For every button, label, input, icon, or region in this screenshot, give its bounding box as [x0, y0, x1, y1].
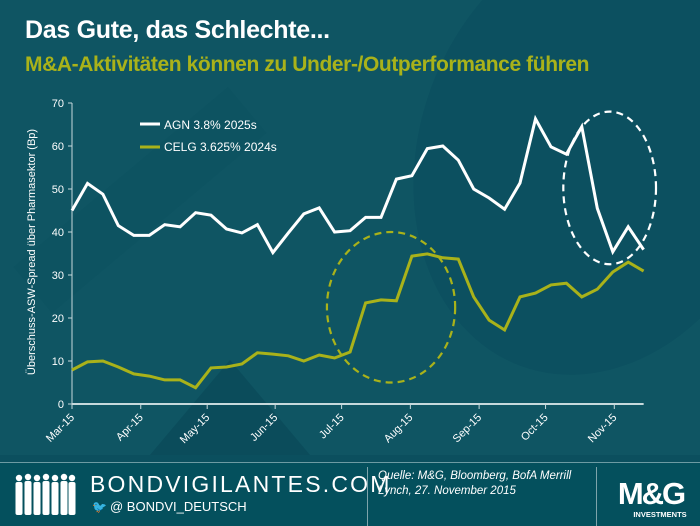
x-tick-label: Mar-15 — [44, 412, 77, 445]
y-tick-label: 50 — [52, 184, 64, 196]
people-silhouette-logo — [13, 472, 78, 517]
y-tick-label: 10 — [52, 356, 64, 368]
twitter-handle: 🐦@ BONDVI_DEUTSCH — [92, 499, 247, 514]
y-tick-label: 40 — [52, 227, 64, 239]
legend-label-celg: CELG 3.625% 2024s — [164, 140, 277, 154]
y-tick-label: 30 — [52, 270, 64, 282]
x-tick-label: Jul-15 — [317, 412, 347, 442]
axes: 0 10 20 30 40 50 60 70 Mar-15 Apr-15 May-15 Jun-15 J… — [44, 98, 644, 446]
y-tick-label: 60 — [52, 141, 64, 153]
x-tick-label: Oct-15 — [519, 412, 551, 444]
handle-text: BONDVI_DEUTSCH — [127, 499, 247, 514]
x-tick-label: Sep-15 — [451, 412, 485, 446]
twitter-bird-icon: 🐦 — [92, 500, 107, 514]
footer: BONDVIGILANTES.COM 🐦@ BONDVI_DEUTSCH Que… — [0, 462, 700, 526]
line-chart: 0 10 20 30 40 50 60 70 Mar-15 Apr-15 May-15 Jun-15 J… — [0, 0, 700, 460]
x-tick-label: Apr-15 — [114, 412, 146, 444]
series-line-celg — [72, 254, 644, 388]
annotations — [327, 112, 656, 383]
footer-divider — [596, 467, 597, 526]
legend-label-agn: AGN 3.8% 2025s — [164, 118, 257, 132]
series-line-agn — [72, 119, 644, 253]
x-tick-label: May-15 — [178, 412, 212, 446]
source-note: Quelle: M&G, Bloomberg, BofA Merrill Lyn… — [378, 469, 588, 499]
footer-divider — [367, 467, 368, 526]
y-axis-label: Überschuss-ASW-Spread über Pharmasektor … — [26, 129, 38, 375]
y-tick-label: 0 — [58, 399, 64, 411]
y-tick-label: 70 — [52, 98, 64, 110]
mg-logo-sub: INVESTMENTS — [633, 510, 686, 519]
brand-name: BONDVIGILANTES.COM — [90, 471, 392, 498]
x-tick-label: Nov-15 — [586, 412, 620, 446]
at-sign: @ — [110, 499, 123, 514]
series-lines — [72, 119, 644, 388]
y-tick-label: 20 — [52, 313, 64, 325]
mg-logo-text: M&G — [618, 476, 685, 511]
x-tick-label: Jun-15 — [248, 412, 280, 444]
mg-investments-logo: M&G INVESTMENTS — [612, 471, 690, 521]
x-tick-label: Aug-15 — [382, 412, 416, 446]
legend: AGN 3.8% 2025s CELG 3.625% 2024s — [140, 118, 277, 154]
